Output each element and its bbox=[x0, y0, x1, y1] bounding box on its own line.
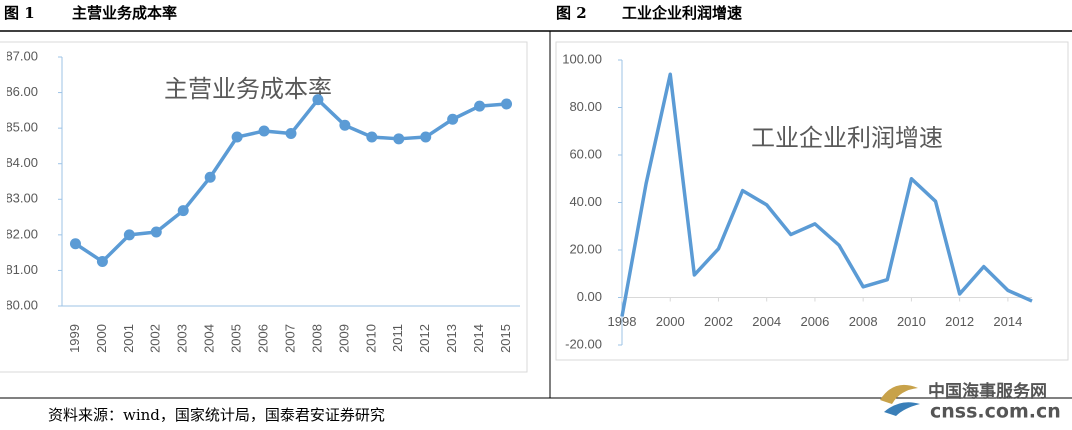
watermark-name: 中国海事服务网 bbox=[928, 381, 1047, 402]
figure-label: 图 2 bbox=[556, 4, 587, 22]
x-tick-label: 2014 bbox=[993, 314, 1022, 329]
x-tick-label: 2004 bbox=[202, 324, 217, 353]
marker bbox=[420, 131, 432, 143]
marker bbox=[339, 119, 351, 131]
y-tick-label: 80.00 bbox=[5, 297, 38, 312]
marker bbox=[501, 98, 513, 110]
y-labels: -20.00 0.00 20.00 40.00 60.00 80.00 100.00 bbox=[562, 51, 602, 351]
figure-title: 主营业务成本率 bbox=[72, 4, 177, 22]
logo bbox=[884, 402, 920, 416]
marker bbox=[177, 205, 189, 217]
y-tick-label: 82.00 bbox=[5, 226, 38, 241]
marker bbox=[366, 131, 378, 143]
y-tick-label: 87.00 bbox=[5, 48, 38, 63]
marker bbox=[150, 226, 162, 238]
x-tick-label: 2003 bbox=[175, 324, 190, 353]
y-tick-label: 84.00 bbox=[5, 155, 38, 170]
marker bbox=[285, 127, 297, 139]
x-tick-label: 2015 bbox=[498, 324, 513, 353]
marker bbox=[96, 256, 108, 268]
y-labels: 80.00 81.00 82.00 83.00 84.00 85.00 86.00 87.00 bbox=[5, 48, 38, 312]
source: 资料来源：wind，国家统计局，国泰君安证券研究 bbox=[48, 406, 385, 424]
x-tick-label: 2008 bbox=[309, 324, 324, 353]
x-tick-label: 2000 bbox=[656, 314, 685, 329]
chart-title: 主营业务成本率 bbox=[164, 75, 332, 103]
y-tick-label: 81.00 bbox=[5, 262, 38, 277]
y-tick-label: 60.00 bbox=[569, 146, 602, 161]
y-tick-label: -20.00 bbox=[565, 336, 602, 351]
y-tick-label: 85.00 bbox=[5, 120, 38, 135]
marker bbox=[123, 229, 135, 241]
x-tick-label: 2009 bbox=[336, 324, 351, 353]
marker bbox=[231, 131, 243, 143]
x-tick-label: 2007 bbox=[282, 324, 297, 353]
x-tick-label: 2004 bbox=[752, 314, 781, 329]
marker bbox=[447, 113, 459, 125]
x-tick-label: 2001 bbox=[121, 324, 136, 353]
x-tick-label: 2008 bbox=[849, 314, 878, 329]
line bbox=[620, 72, 1033, 317]
marker bbox=[204, 171, 216, 183]
y-tick-label: 40.00 bbox=[569, 194, 602, 209]
y-tick-label: 100.00 bbox=[562, 51, 602, 66]
chart-title: 工业企业利润增速 bbox=[751, 124, 943, 152]
watermark: 中国海事服务网 cnss.com.cn bbox=[880, 381, 1061, 423]
y-tick-label: 83.00 bbox=[5, 191, 38, 206]
y-tick-label: 20.00 bbox=[569, 241, 602, 256]
x-tick-label: 2000 bbox=[94, 324, 109, 353]
x-tick-label: 1998 bbox=[608, 314, 637, 329]
marker bbox=[258, 125, 270, 137]
y-tick-label: 0.00 bbox=[577, 289, 602, 304]
x-tick-label: 1999 bbox=[67, 324, 82, 353]
marker bbox=[69, 238, 81, 250]
x-tick-label: 2002 bbox=[148, 324, 163, 353]
figure-title: 工业企业利润增速 bbox=[622, 4, 742, 22]
y-tick-label: 86.00 bbox=[5, 84, 38, 99]
x-tick-label: 2011 bbox=[390, 324, 405, 352]
figure-label: 图 1 bbox=[4, 4, 35, 22]
x-tick-label: 2012 bbox=[417, 324, 432, 353]
x-tick-label: 2010 bbox=[363, 324, 378, 353]
marker bbox=[312, 94, 324, 106]
x-tick-label: 2013 bbox=[444, 324, 459, 353]
x-tick-label: 2012 bbox=[945, 314, 974, 329]
x-tick-label: 2002 bbox=[704, 314, 733, 329]
logo bbox=[880, 384, 918, 404]
y-tick-label: 80.00 bbox=[569, 99, 602, 114]
chart-frame bbox=[555, 41, 1069, 361]
x-tick-label: 2005 bbox=[229, 324, 244, 353]
line bbox=[74, 97, 507, 264]
x-tick-label: 2014 bbox=[471, 324, 486, 353]
x-tick-label: 2006 bbox=[255, 324, 270, 353]
watermark-url: cnss.com.cn bbox=[930, 401, 1061, 423]
x-tick-label: 2006 bbox=[800, 314, 829, 329]
chart-frame bbox=[0, 41, 528, 373]
marker bbox=[393, 133, 405, 145]
marker bbox=[474, 100, 486, 112]
x-tick-label: 2010 bbox=[897, 314, 926, 329]
